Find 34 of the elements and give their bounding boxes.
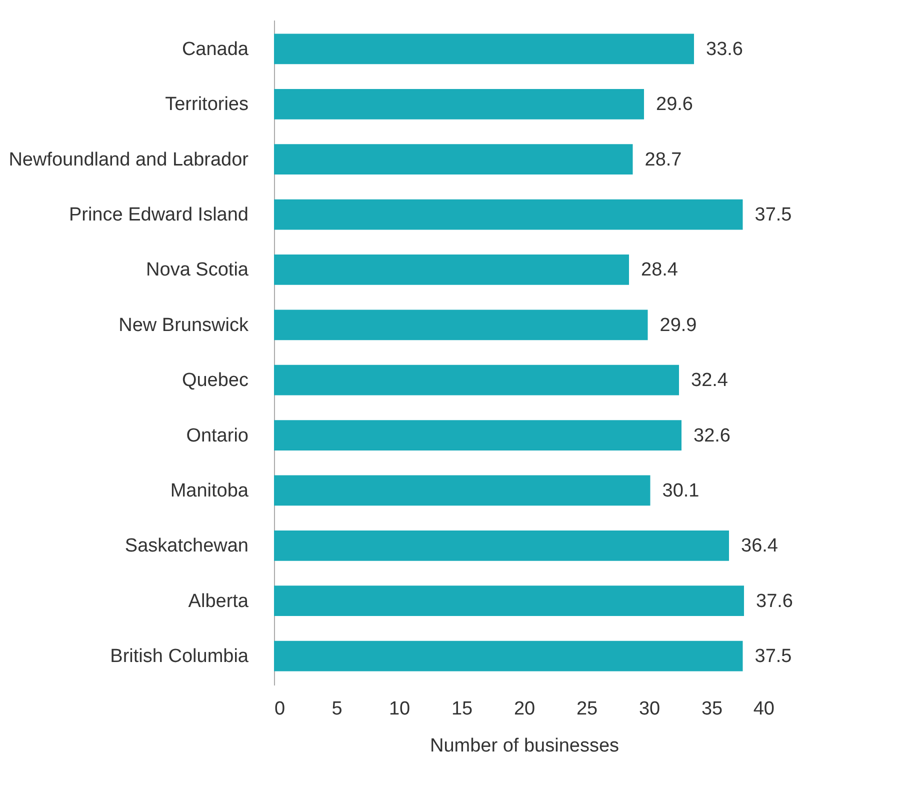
data-label: 33.6 — [706, 38, 743, 60]
data-label: 36.4 — [741, 536, 778, 557]
y-tick-label: Ontario — [186, 425, 248, 446]
x-axis-title: Number of businesses — [430, 736, 620, 756]
data-label: 32.4 — [691, 370, 728, 392]
x-tick-label: 15 — [451, 698, 473, 720]
x-tick-label: 30 — [638, 698, 660, 720]
y-tick-label: Manitoba — [170, 480, 249, 502]
data-label: 37.5 — [754, 646, 792, 668]
y-tick-label: Prince Edward Island — [68, 204, 248, 226]
y-tick-label: Territories — [165, 94, 248, 116]
data-label: 37.5 — [754, 204, 792, 226]
x-tick-label: 5 — [332, 698, 342, 720]
x-tick-label: 20 — [514, 698, 536, 720]
data-label: 29.6 — [656, 94, 693, 116]
data-label: 28.7 — [644, 149, 682, 170]
data-label: 28.4 — [641, 260, 678, 281]
y-tick-label: Canada — [182, 38, 249, 60]
x-tick-label: 25 — [576, 698, 598, 720]
x-tick-label: 0 — [274, 698, 286, 720]
y-tick-label: Nova Scotia — [146, 260, 249, 281]
x-tick-label: 40 — [753, 698, 774, 720]
data-label: 32.6 — [694, 425, 730, 446]
x-tick-label: 35 — [701, 698, 723, 720]
x-tick-label: 10 — [388, 698, 410, 720]
y-tick-label: New Brunswick — [118, 314, 249, 336]
y-tick-label: Alberta — [188, 590, 249, 612]
y-tick-label: Newfoundland and Labrador — [8, 149, 250, 170]
data-label: 29.9 — [660, 314, 697, 336]
y-tick-label: Saskatchewan — [124, 536, 248, 557]
data-label: 30.1 — [662, 480, 700, 502]
y-tick-label: British Columbia — [110, 646, 249, 668]
y-tick-label: Quebec — [182, 370, 248, 392]
data-label: 37.6 — [756, 590, 793, 612]
